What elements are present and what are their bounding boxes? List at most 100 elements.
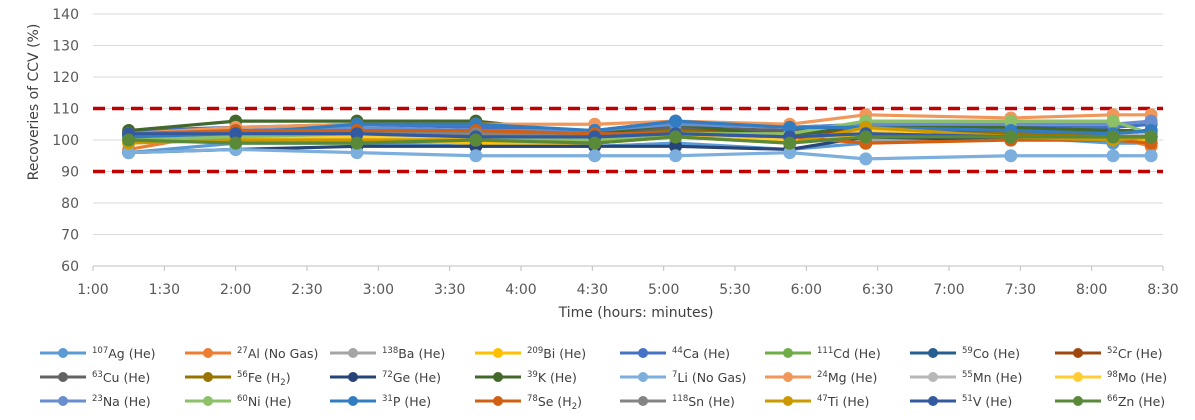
legend-label: 72Ge (He) bbox=[382, 370, 441, 385]
data-point bbox=[783, 136, 797, 150]
data-point bbox=[1106, 149, 1120, 163]
legend-item: 59Co (He) bbox=[910, 346, 1020, 361]
x-tick-label: 1:30 bbox=[149, 282, 180, 298]
data-point bbox=[588, 136, 602, 150]
legend-swatch-marker bbox=[348, 348, 358, 358]
data-point bbox=[669, 130, 683, 144]
legend-swatch-marker bbox=[783, 348, 793, 358]
legend-label: 23Na (He) bbox=[92, 394, 151, 409]
legend-item: 72Ge (He) bbox=[330, 370, 441, 385]
legend-label: 56Fe (H2) bbox=[237, 370, 291, 388]
data-point bbox=[122, 146, 136, 160]
legend-label: 107Ag (He) bbox=[92, 346, 156, 361]
legend-label: 138Ba (He) bbox=[382, 346, 445, 361]
legend-label: 55Mn (He) bbox=[962, 370, 1022, 385]
legend-swatch-marker bbox=[783, 396, 793, 406]
data-point bbox=[122, 133, 136, 147]
legend-item: 98Mo (He) bbox=[1055, 370, 1167, 385]
legend-item: 7Li (No Gas) bbox=[620, 370, 746, 385]
x-axis-label: Time (hours: minutes) bbox=[558, 305, 714, 321]
data-point bbox=[1004, 149, 1018, 163]
data-point bbox=[669, 114, 683, 128]
data-point bbox=[229, 127, 243, 141]
legend-label: 59Co (He) bbox=[962, 346, 1020, 361]
legend-label: 47Ti (He) bbox=[817, 394, 869, 409]
x-tick-label: 5:30 bbox=[719, 282, 750, 298]
data-point bbox=[229, 136, 243, 150]
data-point bbox=[350, 136, 364, 150]
data-point bbox=[350, 146, 364, 160]
legend-swatch-marker bbox=[638, 396, 648, 406]
data-point bbox=[1144, 114, 1158, 128]
x-tick-label: 6:00 bbox=[791, 282, 822, 298]
data-point bbox=[469, 133, 483, 147]
data-point bbox=[1004, 130, 1018, 144]
legend-item: 55Mn (He) bbox=[910, 370, 1022, 385]
legend-swatch-marker bbox=[928, 372, 938, 382]
data-point bbox=[1144, 130, 1158, 144]
x-tick-label: 5:00 bbox=[648, 282, 679, 298]
legend-swatch-marker bbox=[203, 348, 213, 358]
legend-swatch-marker bbox=[493, 396, 503, 406]
data-point bbox=[859, 130, 873, 144]
legend-item: 51V (He) bbox=[910, 394, 1012, 409]
legend-label: 39K (He) bbox=[527, 370, 577, 385]
x-tick-label: 8:30 bbox=[1147, 282, 1178, 298]
legend-label: 31P (He) bbox=[382, 394, 431, 409]
legend-swatch-marker bbox=[58, 396, 68, 406]
data-point bbox=[1106, 114, 1120, 128]
y-tick-label: 90 bbox=[61, 165, 79, 181]
legend-swatch-marker bbox=[1073, 396, 1083, 406]
y-tick-label: 100 bbox=[52, 133, 79, 149]
axes: 60 70 80 90 100 110 120 130 140 1:00 1:30 2:00 2:30 3… bbox=[52, 7, 1178, 298]
x-tick-label: 1:00 bbox=[77, 282, 108, 298]
legend-item: 56Fe (H2) bbox=[185, 370, 291, 388]
legend-swatch-marker bbox=[58, 348, 68, 358]
series-layer bbox=[122, 108, 1158, 166]
legend-label: 78Se (H2) bbox=[527, 394, 582, 412]
legend-swatch-marker bbox=[928, 396, 938, 406]
data-point bbox=[1106, 130, 1120, 144]
x-tick-label: 7:00 bbox=[933, 282, 964, 298]
data-point bbox=[783, 146, 797, 160]
legend-label: 60Ni (He) bbox=[237, 394, 291, 409]
legend-item: 23Na (He) bbox=[40, 394, 151, 409]
data-point bbox=[350, 127, 364, 141]
x-tick-label: 4:30 bbox=[577, 282, 608, 298]
legend-swatch-marker bbox=[348, 396, 358, 406]
y-tick-label: 140 bbox=[52, 7, 79, 23]
legend-label: 63Cu (He) bbox=[92, 370, 150, 385]
x-tick-label: 2:00 bbox=[220, 282, 251, 298]
legend-item: 39K (He) bbox=[475, 370, 577, 385]
legend-item: 118Sn (He) bbox=[620, 394, 735, 409]
y-axis-label: Recoveries of CCV (%) bbox=[26, 24, 42, 181]
series bbox=[122, 130, 1158, 150]
legend-item: 111Cd (He) bbox=[765, 346, 881, 361]
legend-item: 66Zn (He) bbox=[1055, 394, 1165, 409]
legend-swatch-marker bbox=[783, 372, 793, 382]
data-point bbox=[669, 139, 683, 153]
legend-swatch-marker bbox=[638, 372, 648, 382]
legend-swatch-marker bbox=[1073, 372, 1083, 382]
legend-label: 44Ca (He) bbox=[672, 346, 730, 361]
legend-label: 66Zn (He) bbox=[1107, 394, 1165, 409]
data-point bbox=[859, 152, 873, 166]
x-tick-label: 2:30 bbox=[291, 282, 322, 298]
legend-swatch-marker bbox=[493, 348, 503, 358]
legend-item: 24Mg (He) bbox=[765, 370, 877, 385]
series-line bbox=[128, 147, 1152, 161]
legend-swatch-marker bbox=[928, 348, 938, 358]
x-tick-label: 4:00 bbox=[505, 282, 536, 298]
legend-label: 24Mg (He) bbox=[817, 370, 877, 385]
legend-swatch-marker bbox=[348, 372, 358, 382]
legend-label: 209Bi (He) bbox=[527, 346, 586, 361]
legend-swatch-marker bbox=[58, 372, 68, 382]
legend: 107Ag (He) 27Al (No Gas) 138Ba (He) 209Bi (… bbox=[40, 346, 1167, 412]
legend-swatch-marker bbox=[638, 348, 648, 358]
legend-item: 52Cr (He) bbox=[1055, 346, 1163, 361]
legend-label: 118Sn (He) bbox=[672, 394, 735, 409]
legend-item: 44Ca (He) bbox=[620, 346, 730, 361]
legend-item: 138Ba (He) bbox=[330, 346, 445, 361]
x-tick-label: 8:00 bbox=[1076, 282, 1107, 298]
